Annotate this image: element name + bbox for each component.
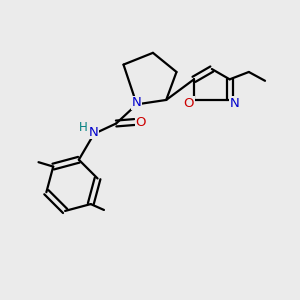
Text: O: O [136, 116, 146, 128]
Text: N: N [88, 126, 98, 139]
Text: O: O [184, 97, 194, 110]
Text: N: N [132, 96, 142, 110]
Text: N: N [230, 97, 240, 110]
Text: H: H [79, 121, 87, 134]
